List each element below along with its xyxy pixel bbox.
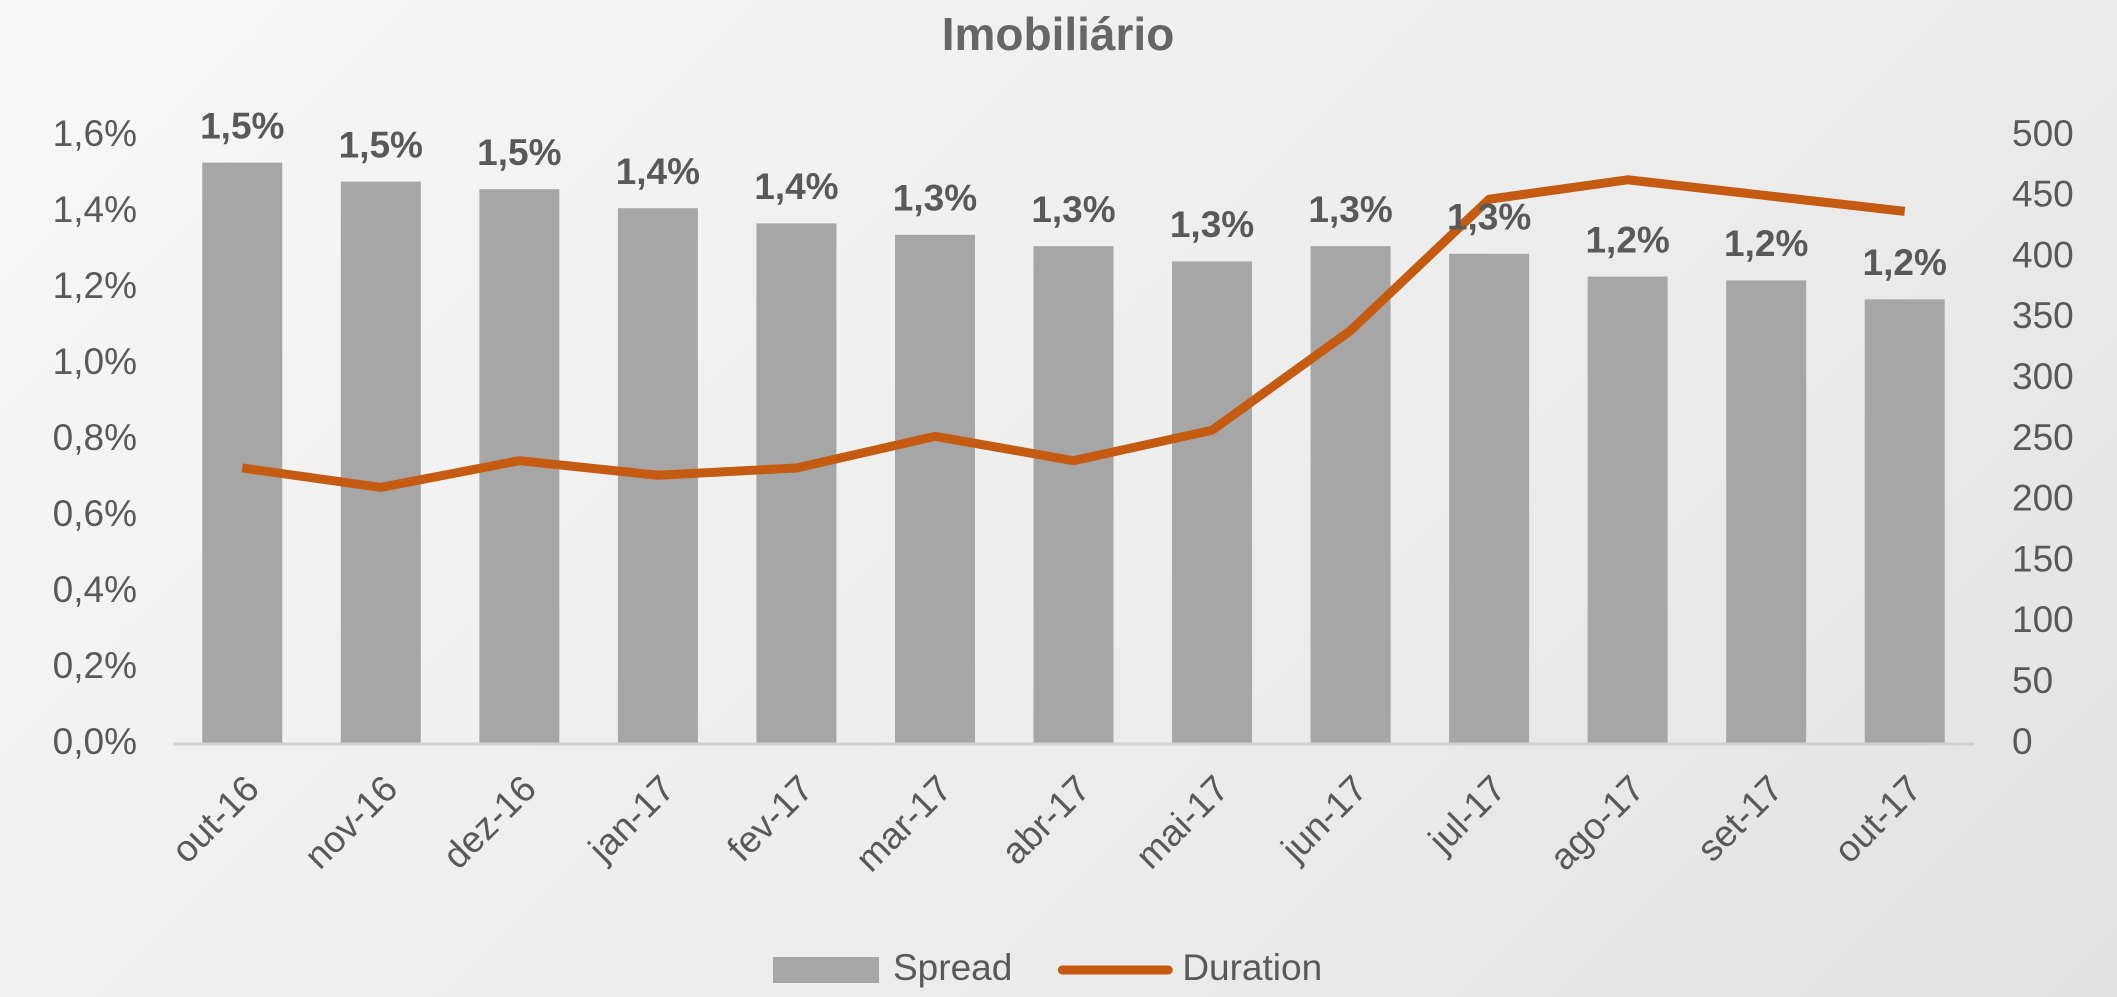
y2-tick-label: 350	[2012, 295, 2074, 336]
data-label: 1,2%	[1585, 219, 1669, 260]
x-tick-label: out-16	[164, 768, 267, 871]
data-label: 1,4%	[754, 166, 838, 207]
bar	[1587, 276, 1668, 744]
y-tick-label: 1,0%	[53, 341, 137, 382]
bar	[1172, 261, 1253, 744]
legend-label: Duration	[1182, 947, 1322, 988]
y-tick-label: 0,2%	[53, 645, 137, 686]
data-label: 1,2%	[1863, 242, 1947, 283]
x-tick-label: nov-16	[296, 768, 405, 877]
legend-swatch	[773, 957, 879, 983]
y2-tick-label: 150	[2012, 538, 2074, 579]
data-label: 1,5%	[477, 132, 561, 173]
data-label: 1,4%	[616, 151, 700, 192]
data-label: 1,3%	[1031, 189, 1115, 230]
y2-tick-label: 400	[2012, 234, 2074, 275]
y-tick-label: 0,0%	[53, 721, 137, 762]
x-tick-label: set-17	[1689, 768, 1791, 870]
data-label: 1,5%	[339, 124, 423, 165]
x-tick-label: mar-17	[848, 768, 960, 880]
x-tick-label: mai-17	[1128, 768, 1237, 877]
y-tick-label: 1,4%	[53, 189, 137, 230]
y2-tick-label: 500	[2012, 113, 2074, 154]
x-tick-label: ago-17	[1542, 768, 1652, 878]
bar	[894, 234, 975, 745]
x-tick-label: jan-17	[580, 768, 682, 870]
bar	[756, 223, 837, 744]
y2-tick-label: 250	[2012, 417, 2074, 458]
data-label: 1,3%	[1170, 204, 1254, 245]
x-tick-label: abr-17	[993, 768, 1098, 873]
y2-tick-label: 200	[2012, 478, 2074, 519]
bar	[202, 162, 283, 745]
y-tick-label: 0,8%	[53, 417, 137, 458]
bar	[340, 181, 421, 745]
y2-tick-label: 0	[2012, 721, 2033, 762]
y-tick-label: 1,2%	[53, 265, 137, 306]
y2-tick-label: 450	[2012, 174, 2074, 215]
bar	[1726, 280, 1807, 744]
y2-tick-label: 50	[2012, 660, 2053, 701]
bar	[1033, 246, 1114, 744]
bar	[1310, 246, 1391, 744]
x-tick-label: dez-16	[435, 768, 544, 877]
x-tick-label: jul-17	[1420, 768, 1514, 862]
x-tick-label: fev-17	[719, 768, 821, 870]
x-tick-label: jun-17	[1273, 768, 1375, 870]
chart-title: Imobiliário	[942, 8, 1175, 60]
data-label: 1,3%	[893, 178, 977, 219]
data-label: 1,3%	[1308, 189, 1392, 230]
line	[241, 175, 1906, 492]
legend-label: Spread	[893, 947, 1012, 988]
data-label: 1,3%	[1447, 197, 1531, 238]
data-label: 1,5%	[200, 105, 284, 146]
data-label: 1,2%	[1724, 223, 1808, 264]
y-tick-label: 0,4%	[53, 569, 137, 610]
y-tick-label: 1,6%	[53, 113, 137, 154]
x-tick-label: out-17	[1826, 768, 1929, 871]
y2-tick-label: 100	[2012, 599, 2074, 640]
bar	[1864, 299, 1945, 744]
y-tick-label: 0,6%	[53, 493, 137, 534]
y2-tick-label: 300	[2012, 356, 2074, 397]
bar	[1449, 253, 1530, 745]
